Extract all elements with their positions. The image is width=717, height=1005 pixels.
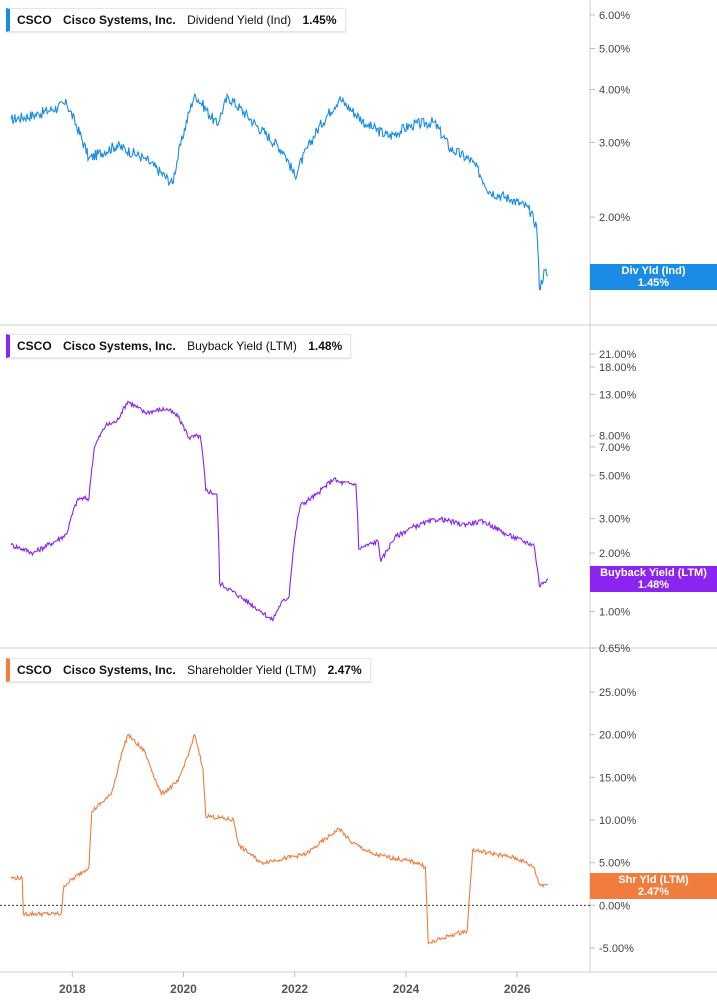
legend-dividend-yield: CSCO Cisco Systems, Inc. Dividend Yield … (6, 8, 346, 32)
y-tick-label: 1.00% (599, 607, 630, 619)
tag-value: 1.45% (637, 277, 670, 289)
tag-title: Shr Yld (LTM) (618, 874, 689, 886)
x-tick-label: 2024 (393, 982, 420, 996)
series-line-2 (10, 400, 549, 622)
tag-title: Div Yld (Ind) (621, 265, 686, 277)
y-tick-label: 4.00% (599, 85, 630, 97)
y-tick-label: 5.00% (599, 470, 630, 482)
y-tick-label: 6.00% (599, 10, 630, 22)
y-tick-label: 3.00% (599, 514, 630, 526)
y-tick-label: 5.00% (599, 858, 630, 870)
x-tick-label: 2018 (59, 982, 86, 996)
y-tick-label: 0.00% (599, 900, 630, 912)
tag-value: 1.48% (637, 579, 670, 591)
last-value-tag-shareholder: Shr Yld (LTM) 2.47% (590, 873, 717, 899)
y-tick-label: -5.00% (599, 943, 634, 955)
last-value-tag-dividend: Div Yld (Ind) 1.45% (590, 264, 717, 290)
y-tick-label: 0.65% (599, 643, 630, 655)
x-axis: 2018 2020 2022 2024 2026 (59, 972, 531, 996)
legend-metric: Buyback Yield (LTM) (187, 339, 297, 353)
legend-value: 1.48% (308, 339, 343, 353)
series-line-1 (10, 92, 549, 291)
legend-shareholder-yield: CSCO Cisco Systems, Inc. Shareholder Yie… (6, 658, 371, 682)
y-tick-label: 2.00% (599, 212, 630, 224)
tag-title: Buyback Yield (LTM) (600, 567, 707, 579)
series-line-3 (10, 733, 548, 945)
y-axes: 6.00% 5.00% 4.00% 3.00% 2.00% 21.00%18.00% 13.… (590, 10, 637, 955)
y-tick-label: 13.00% (599, 390, 637, 402)
legend-buyback-yield: CSCO Cisco Systems, Inc. Buyback Yield (… (6, 334, 352, 358)
legend-ticker: CSCO (17, 13, 52, 27)
y-tick-label: 5.00% (599, 44, 630, 56)
y-tick-label: 7.00% (599, 442, 630, 454)
tag-value: 2.47% (637, 886, 670, 898)
panel-separators (0, 0, 717, 973)
series-lines (10, 92, 549, 945)
x-tick-label: 2020 (170, 982, 197, 996)
y-tick-label: 2.00% (599, 548, 630, 560)
legend-metric: Shareholder Yield (LTM) (187, 663, 317, 677)
legend-company: Cisco Systems, Inc. (63, 339, 176, 353)
y-tick-label: 18.00% (599, 362, 637, 374)
x-tick-label: 2026 (504, 982, 531, 996)
legend-value: 1.45% (302, 13, 337, 27)
legend-company: Cisco Systems, Inc. (63, 663, 176, 677)
y-tick-label: 10.00% (599, 815, 637, 827)
y-tick-label: 15.00% (599, 772, 637, 784)
legend-ticker: CSCO (17, 663, 52, 677)
y-tick-label: 3.00% (599, 137, 630, 149)
x-tick-label: 2022 (281, 982, 308, 996)
legend-metric: Dividend Yield (Ind) (187, 13, 292, 27)
legend-company: Cisco Systems, Inc. (63, 13, 176, 27)
y-tick-label: 20.00% (599, 730, 637, 742)
y-tick-label: 21.00% (599, 349, 637, 361)
last-value-tag-buyback: Buyback Yield (LTM) 1.48% (590, 566, 717, 592)
y-tick-label: 25.00% (599, 687, 637, 699)
legend-value: 2.47% (327, 663, 362, 677)
legend-ticker: CSCO (17, 339, 52, 353)
y-tick-label: 8.00% (599, 431, 630, 443)
